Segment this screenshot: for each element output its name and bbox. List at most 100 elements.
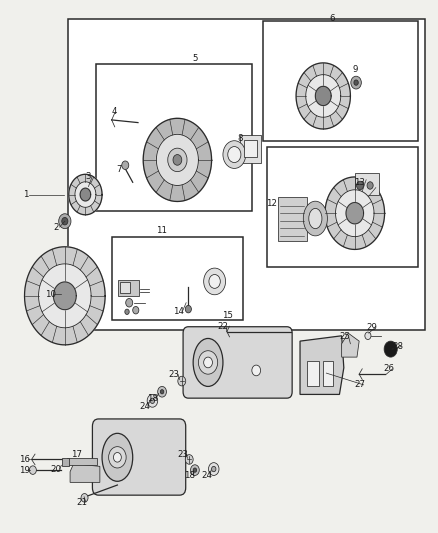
Text: 11: 11	[155, 226, 167, 235]
Circle shape	[185, 455, 193, 464]
Polygon shape	[75, 182, 96, 207]
Text: 23: 23	[169, 370, 180, 378]
Bar	[355, 173, 379, 195]
Ellipse shape	[309, 208, 322, 229]
Bar	[244, 140, 257, 157]
Circle shape	[185, 305, 191, 313]
Circle shape	[126, 298, 133, 307]
Circle shape	[178, 376, 186, 386]
Circle shape	[158, 386, 166, 397]
Circle shape	[150, 398, 155, 403]
Polygon shape	[336, 190, 374, 237]
Ellipse shape	[228, 147, 241, 163]
Bar	[267, 147, 418, 266]
Text: 15: 15	[222, 311, 233, 320]
Text: 22: 22	[217, 322, 228, 330]
Text: 19: 19	[19, 466, 29, 474]
Ellipse shape	[193, 338, 223, 386]
Text: 3: 3	[86, 173, 91, 181]
Circle shape	[147, 394, 158, 407]
Ellipse shape	[303, 201, 328, 236]
Polygon shape	[315, 86, 331, 106]
Text: 5: 5	[192, 54, 198, 63]
Circle shape	[351, 76, 361, 89]
Circle shape	[204, 357, 212, 368]
Polygon shape	[53, 282, 76, 310]
Circle shape	[62, 217, 68, 225]
Circle shape	[193, 468, 197, 472]
Polygon shape	[69, 174, 102, 215]
Text: 27: 27	[354, 381, 366, 389]
Bar	[120, 282, 130, 293]
Text: 18: 18	[147, 394, 158, 403]
Bar	[96, 64, 252, 211]
Text: 29: 29	[366, 324, 377, 332]
Text: 26: 26	[383, 365, 395, 373]
Circle shape	[354, 80, 358, 85]
Circle shape	[59, 214, 71, 229]
Bar	[62, 458, 69, 466]
Polygon shape	[143, 118, 212, 201]
Text: 13: 13	[353, 178, 365, 187]
Circle shape	[365, 332, 371, 340]
Circle shape	[212, 466, 216, 472]
Bar	[240, 135, 261, 163]
Text: 24: 24	[139, 402, 150, 410]
Polygon shape	[296, 63, 350, 129]
Circle shape	[384, 341, 397, 357]
Circle shape	[133, 306, 139, 314]
Polygon shape	[25, 247, 105, 345]
Text: 4: 4	[112, 108, 117, 116]
Polygon shape	[306, 75, 341, 117]
Text: 25: 25	[339, 333, 351, 341]
Polygon shape	[342, 333, 359, 357]
Text: 12: 12	[266, 199, 277, 208]
Circle shape	[208, 463, 219, 475]
Text: 17: 17	[71, 450, 82, 458]
Polygon shape	[156, 134, 198, 185]
Polygon shape	[325, 177, 385, 249]
Bar	[112, 237, 243, 320]
Text: 16: 16	[18, 455, 30, 464]
Text: 20: 20	[50, 465, 62, 473]
Text: 24: 24	[201, 471, 212, 480]
FancyBboxPatch shape	[183, 327, 292, 398]
Polygon shape	[67, 458, 97, 465]
Bar	[263, 21, 418, 141]
Circle shape	[113, 453, 121, 462]
Circle shape	[198, 351, 218, 374]
Polygon shape	[70, 464, 100, 482]
Polygon shape	[39, 264, 91, 328]
Text: 2: 2	[53, 223, 59, 231]
Text: 28: 28	[392, 342, 403, 351]
Circle shape	[81, 494, 88, 502]
Bar	[278, 197, 307, 241]
Circle shape	[29, 466, 36, 474]
Text: 14: 14	[173, 308, 184, 316]
Bar	[323, 361, 333, 386]
Circle shape	[122, 161, 129, 169]
Circle shape	[209, 274, 220, 288]
Polygon shape	[300, 336, 344, 394]
Ellipse shape	[223, 141, 246, 168]
Circle shape	[125, 309, 129, 314]
Polygon shape	[346, 203, 364, 224]
Circle shape	[160, 390, 164, 394]
Circle shape	[252, 365, 261, 376]
Text: 23: 23	[177, 450, 189, 458]
Polygon shape	[80, 188, 91, 201]
FancyBboxPatch shape	[92, 419, 186, 495]
Text: 6: 6	[329, 14, 335, 23]
Circle shape	[109, 447, 126, 468]
Text: 18: 18	[184, 471, 195, 480]
Circle shape	[367, 182, 373, 189]
Text: 21: 21	[77, 498, 88, 506]
Circle shape	[204, 268, 226, 295]
Text: 7: 7	[117, 165, 122, 174]
Circle shape	[357, 181, 364, 190]
Bar	[118, 280, 139, 296]
Text: 8: 8	[237, 134, 243, 143]
Text: 1: 1	[23, 190, 28, 199]
Circle shape	[168, 148, 187, 172]
Text: 10: 10	[45, 290, 56, 298]
